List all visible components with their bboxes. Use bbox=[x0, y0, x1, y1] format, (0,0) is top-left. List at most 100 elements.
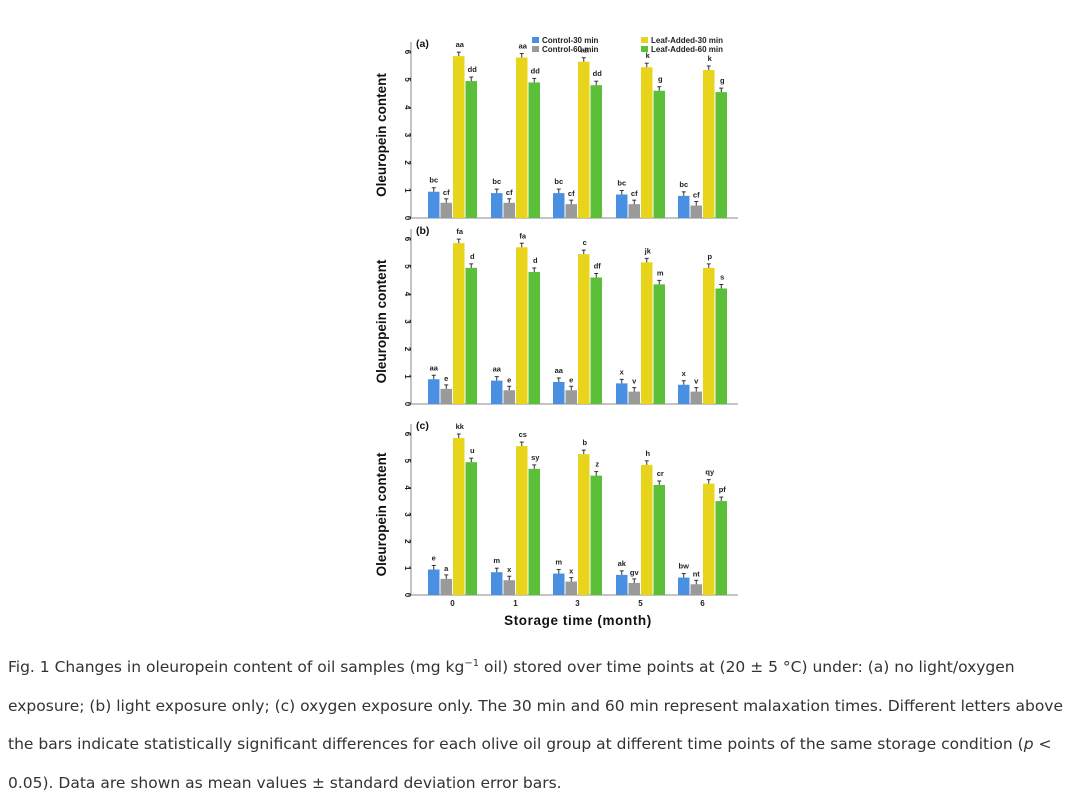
significance-letter: aa bbox=[430, 363, 439, 372]
significance-letter: u bbox=[470, 446, 475, 455]
bar bbox=[590, 475, 602, 595]
significance-letter: bw bbox=[679, 562, 690, 571]
significance-letter: cf bbox=[693, 191, 700, 200]
x-tick-label: 0 bbox=[450, 599, 455, 608]
bar bbox=[703, 69, 715, 218]
significance-letter: cs bbox=[519, 430, 527, 439]
bar bbox=[440, 388, 452, 404]
x-tick-label: 3 bbox=[575, 599, 580, 608]
significance-letter: df bbox=[594, 262, 602, 271]
bar bbox=[653, 90, 665, 218]
bar bbox=[653, 484, 665, 595]
y-tick-label: 2 bbox=[403, 160, 412, 165]
significance-letter: m bbox=[493, 556, 500, 565]
x-tick-label: 5 bbox=[638, 599, 643, 608]
panel-label: (b) bbox=[416, 225, 429, 237]
legend-label: Control-30 min bbox=[542, 36, 599, 45]
bar bbox=[715, 501, 727, 595]
legend-swatch bbox=[641, 37, 648, 43]
bar bbox=[578, 254, 590, 404]
significance-letter: fa bbox=[519, 231, 526, 240]
bar bbox=[528, 468, 540, 595]
significance-letter: x bbox=[569, 567, 574, 576]
bar bbox=[690, 391, 702, 404]
bar bbox=[578, 61, 590, 218]
bar bbox=[428, 379, 440, 404]
legend-swatch bbox=[532, 46, 539, 52]
y-tick-label: 4 bbox=[403, 105, 412, 110]
significance-letter: aa bbox=[456, 40, 465, 49]
bar bbox=[528, 272, 540, 404]
y-tick-label: 0 bbox=[403, 216, 412, 221]
bar bbox=[553, 382, 565, 404]
y-tick-label: 6 bbox=[403, 50, 412, 55]
significance-letter: d bbox=[533, 256, 538, 265]
significance-letter: dd bbox=[468, 65, 478, 74]
bar bbox=[641, 262, 653, 404]
caption-text-1: Fig. 1 Changes in oleuropein content of … bbox=[8, 658, 465, 676]
y-tick-label: 3 bbox=[403, 319, 412, 324]
bar bbox=[453, 243, 465, 404]
y-tick-label: 0 bbox=[403, 593, 412, 598]
legend-swatch bbox=[532, 37, 539, 43]
bar bbox=[641, 67, 653, 218]
significance-letter: v bbox=[632, 377, 637, 386]
significance-letter: e bbox=[569, 375, 573, 384]
significance-letter: nt bbox=[693, 569, 701, 578]
significance-letter: pf bbox=[719, 485, 727, 494]
caption-text-3: < 0.05). Data are shown as mean values ±… bbox=[8, 735, 1052, 792]
significance-letter: aa bbox=[581, 46, 590, 55]
significance-letter: g bbox=[720, 76, 725, 85]
bar bbox=[440, 578, 452, 595]
significance-letter: m bbox=[657, 268, 664, 277]
bar bbox=[516, 446, 528, 595]
bar bbox=[616, 194, 628, 218]
significance-letter: bc bbox=[617, 178, 626, 187]
significance-letter: e bbox=[444, 374, 448, 383]
significance-letter: dd bbox=[531, 66, 541, 75]
bar bbox=[565, 581, 577, 595]
significance-letter: s bbox=[720, 273, 724, 282]
significance-letter: bc bbox=[429, 176, 438, 185]
bar bbox=[678, 577, 690, 595]
x-tick-label: 6 bbox=[700, 599, 705, 608]
bar bbox=[616, 574, 628, 595]
bar bbox=[465, 267, 477, 404]
bar bbox=[553, 193, 565, 218]
significance-letter: aa bbox=[519, 42, 528, 51]
panel-label: (a) bbox=[416, 38, 429, 50]
y-tick-label: 4 bbox=[403, 292, 412, 297]
significance-letter: cf bbox=[443, 188, 450, 197]
significance-letter: a bbox=[444, 564, 449, 573]
bar bbox=[616, 383, 628, 404]
bar bbox=[628, 391, 640, 404]
significance-letter: h bbox=[645, 449, 650, 458]
bar bbox=[440, 202, 452, 218]
significance-letter: kk bbox=[456, 422, 465, 431]
legend-label: Leaf-Added-60 min bbox=[651, 45, 723, 54]
y-tick-label: 0 bbox=[403, 402, 412, 407]
significance-letter: k bbox=[708, 54, 713, 63]
significance-letter: x bbox=[682, 369, 687, 378]
y-tick-label: 5 bbox=[403, 264, 412, 269]
bar bbox=[565, 390, 577, 404]
y-tick-label: 2 bbox=[403, 539, 412, 544]
significance-letter: x bbox=[620, 367, 625, 376]
bar bbox=[491, 193, 503, 218]
y-tick-label: 1 bbox=[403, 566, 412, 571]
significance-letter: bc bbox=[679, 180, 688, 189]
y-axis-label: Oleuropein content bbox=[374, 452, 389, 576]
significance-letter: p bbox=[707, 252, 712, 261]
bar bbox=[628, 204, 640, 218]
y-axis-label: Oleuropein content bbox=[374, 73, 389, 197]
y-tick-label: 3 bbox=[403, 512, 412, 517]
bar bbox=[503, 202, 515, 218]
bar bbox=[528, 82, 540, 218]
bar bbox=[641, 464, 653, 595]
significance-letter: fa bbox=[456, 227, 463, 236]
bar bbox=[465, 81, 477, 218]
x-axis-label: Storage time (month) bbox=[504, 613, 652, 628]
bar bbox=[590, 277, 602, 404]
legend-label: Leaf-Added-30 min bbox=[651, 36, 723, 45]
bar bbox=[491, 572, 503, 595]
